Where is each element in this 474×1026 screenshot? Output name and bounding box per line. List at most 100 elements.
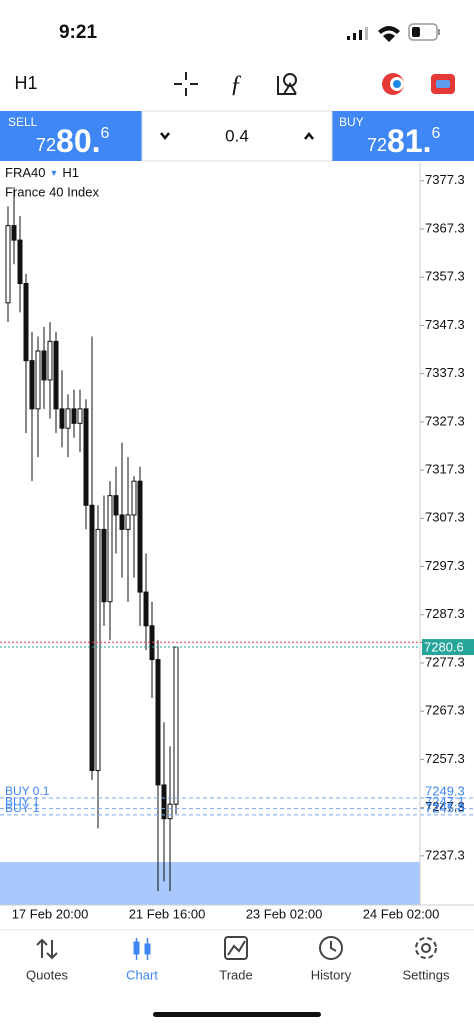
sell-button[interactable] [0, 111, 142, 161]
symbol[interactable]: FRA40 ▼ H1 [5, 165, 79, 180]
candle-body [83, 408, 89, 506]
y-tick-label: 7247.3 [425, 799, 465, 814]
buy-label: BUY [339, 115, 364, 129]
bid-label-bg [422, 639, 474, 656]
candle-body [53, 340, 59, 410]
y-tick-label: 7267.3 [425, 703, 465, 718]
bid-label: 7280.6 [424, 639, 464, 654]
x-tick-label: 24 Feb 02:00 [363, 906, 440, 921]
order-label[interactable]: BUY 1 [5, 801, 40, 815]
y-tick-label: 7237.3 [425, 847, 465, 862]
candle-body [77, 408, 83, 424]
candle-body [119, 514, 125, 530]
y-tick-label: 7257.3 [425, 751, 465, 766]
candle-body [47, 340, 53, 381]
y-tick-label: 7307.3 [425, 510, 465, 525]
clock: 9:21 [59, 22, 97, 43]
tab-label[interactable]: Quotes [26, 967, 68, 982]
symbol-description: France 40 Index [5, 184, 99, 199]
candle-body [23, 283, 29, 362]
chart-timeframe: H1 [62, 165, 79, 180]
candle-body [155, 659, 161, 786]
candle-body [35, 350, 41, 410]
y-tick-label: 7327.3 [425, 413, 465, 428]
y-tick-label: 7297.3 [425, 558, 465, 573]
candle-body [161, 784, 167, 820]
sell-label: SELL [8, 115, 38, 129]
candle-body [59, 408, 65, 429]
volume-box [141, 110, 333, 162]
y-tick-label: 7277.3 [425, 654, 465, 669]
home-indicator [153, 1012, 321, 1017]
quotes-icon [36, 938, 58, 960]
buy-button[interactable] [332, 111, 474, 161]
trade-tab-icon [224, 936, 248, 960]
chart-icon [133, 938, 151, 960]
tab-label[interactable]: Chart [126, 967, 158, 982]
candle-body [143, 591, 149, 627]
candle-body [131, 480, 137, 516]
candle-body [113, 495, 119, 516]
volume-up[interactable] [304, 131, 314, 140]
crosshair-icon[interactable] [174, 72, 198, 96]
y-tick-label: 7317.3 [425, 462, 465, 477]
y-tick-label: 7377.3 [425, 172, 465, 187]
candle-body [5, 225, 11, 304]
status-icons [347, 23, 440, 42]
price-prefix: 72 [36, 135, 56, 155]
order-zone [0, 862, 420, 905]
y-tick-label: 7357.3 [425, 269, 465, 284]
candle-body [41, 350, 47, 381]
buy-price: 7281.6 [367, 123, 441, 159]
candle-body [167, 803, 173, 820]
candle-body [173, 646, 179, 805]
x-tick-label: 23 Feb 02:00 [246, 906, 323, 921]
candle-body [107, 495, 113, 603]
y-tick-label: 7337.3 [425, 365, 465, 380]
x-tick-label: 21 Feb 16:00 [129, 906, 206, 921]
dropdown-arrow: ▼ [49, 168, 58, 178]
candle-body [29, 360, 35, 410]
tab-bar: Quotes Chart Trade History Settings [26, 967, 450, 982]
settings-icon [415, 937, 437, 959]
symbol-name: FRA40 [5, 165, 45, 180]
order-price-label: 7249.3 [425, 783, 465, 798]
y-tick-label: 7347.3 [425, 317, 465, 332]
price-main: 80. [56, 123, 100, 159]
candle-body [95, 528, 101, 771]
timeframe-button[interactable]: H1 [14, 73, 37, 93]
order-price-label: 7245.8 [425, 800, 465, 815]
chart: 7237.3 7247.3 7257.3 7267.3 7277.3 7287.3 7297… [0, 172, 474, 921]
indicators-icon[interactable]: ƒ [230, 72, 242, 98]
candle-body [65, 408, 71, 429]
price-suffix: 6 [432, 125, 441, 142]
candle-body [11, 225, 17, 241]
candle-body [71, 408, 77, 424]
tab-label[interactable]: Settings [403, 967, 450, 982]
tab-label[interactable]: History [311, 967, 352, 982]
order-price-label: 7247.1 [425, 794, 465, 809]
candle-body [89, 504, 95, 771]
candle-body [125, 514, 131, 530]
order-label[interactable]: BUY 0.1 [5, 784, 50, 798]
trade-icon[interactable] [431, 74, 455, 94]
objects-icon[interactable] [277, 73, 297, 95]
candle-body [101, 528, 107, 603]
y-tick-label: 7287.3 [425, 606, 465, 621]
price-prefix: 72 [367, 135, 387, 155]
candle-body [17, 239, 23, 285]
account-icon[interactable] [382, 73, 404, 95]
order-label[interactable]: BUY 1 [5, 795, 40, 809]
tab-label[interactable]: Trade [219, 967, 252, 982]
y-tick-label: 7367.3 [425, 220, 465, 235]
price-suffix: 6 [101, 125, 110, 142]
volume-down[interactable] [160, 132, 170, 141]
price-main: 81. [387, 123, 431, 159]
volume[interactable]: 0.4 [225, 126, 249, 145]
sell-price: 7280.6 [36, 123, 110, 159]
x-tick-label: 17 Feb 20:00 [12, 906, 89, 921]
history-icon [319, 936, 343, 960]
